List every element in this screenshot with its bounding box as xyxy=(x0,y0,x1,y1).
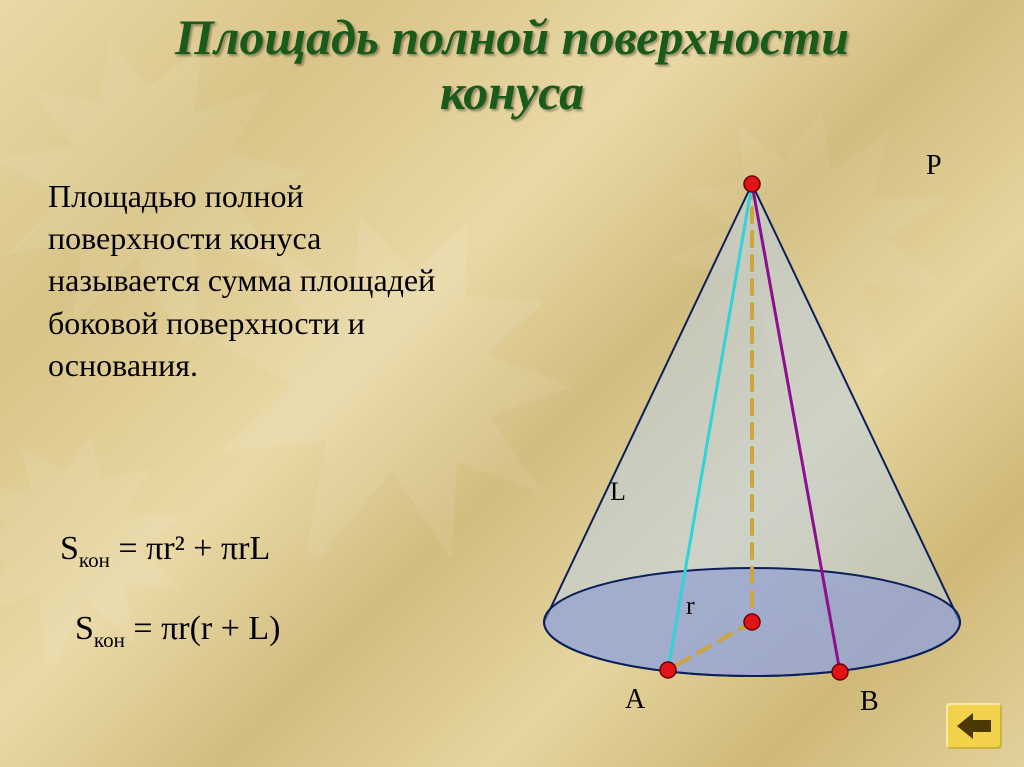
formula-lhs-symbol: S xyxy=(60,530,79,567)
formula-lhs-symbol: S xyxy=(75,610,94,647)
formula-lhs-sub: кон xyxy=(79,548,110,572)
formula-eq: = xyxy=(125,610,161,647)
svg-text:A: A xyxy=(625,684,646,710)
svg-text:B: B xyxy=(860,686,879,710)
formula-expanded: Sкон = πr² + πrL xyxy=(60,530,270,573)
svg-text:L: L xyxy=(610,477,626,506)
formula-rhs: πr(r + L) xyxy=(161,610,280,647)
slide-title: Площадь полной поверхности конуса xyxy=(0,10,1024,120)
back-button[interactable] xyxy=(946,703,1002,749)
body-text: Площадью полной поверхности конуса назыв… xyxy=(48,175,468,386)
formula-rhs: πr² + πrL xyxy=(146,530,270,567)
cone-diagram: P A B Lr xyxy=(500,150,1000,710)
svg-text:P: P xyxy=(926,150,942,181)
formula-eq: = xyxy=(110,530,146,567)
formula-factored: Sкон = πr(r + L) xyxy=(75,610,281,653)
back-arrow-icon xyxy=(957,713,991,739)
formula-lhs-sub: кон xyxy=(94,628,125,652)
svg-text:r: r xyxy=(686,591,695,620)
